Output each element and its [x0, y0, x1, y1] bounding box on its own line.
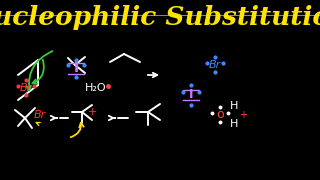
Text: Br: Br [209, 60, 221, 70]
Text: +: + [87, 107, 97, 117]
Text: H: H [230, 101, 238, 111]
Text: Br: Br [20, 83, 32, 93]
Text: +: + [239, 110, 247, 120]
Text: Br: Br [34, 110, 46, 120]
Text: H₂O: H₂O [85, 83, 107, 93]
Text: I: I [73, 61, 79, 75]
Text: I: I [189, 89, 193, 102]
Text: H: H [230, 119, 238, 129]
Text: Nucleophilic Substitution: Nucleophilic Substitution [0, 6, 320, 30]
Text: o: o [216, 109, 224, 122]
